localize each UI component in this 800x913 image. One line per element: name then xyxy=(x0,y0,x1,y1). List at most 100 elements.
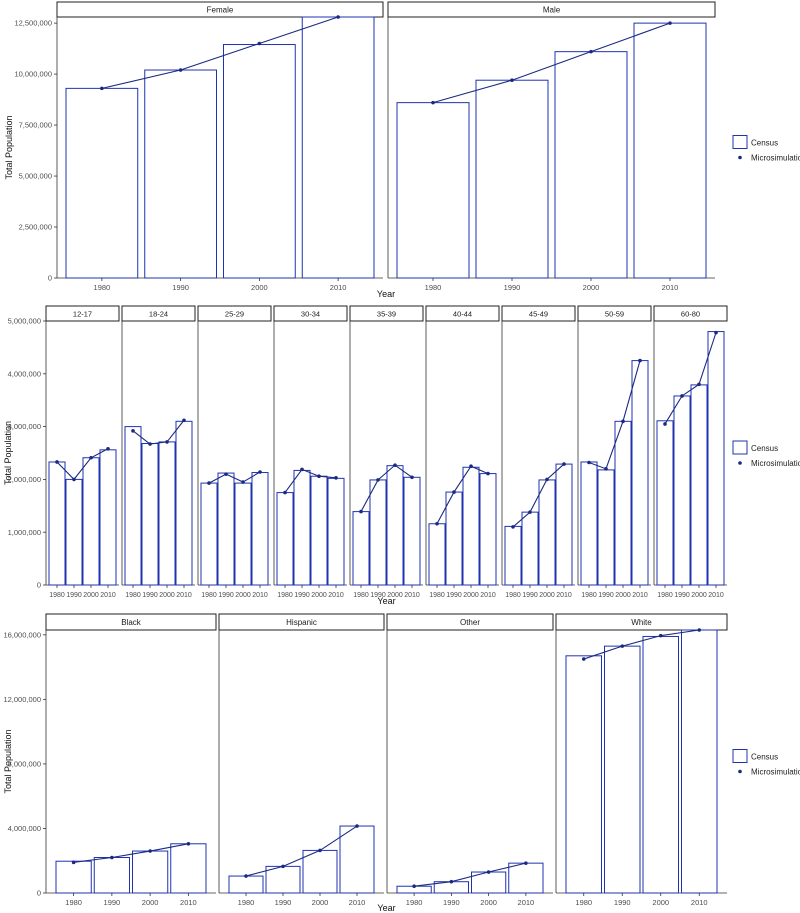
microsimulation-point xyxy=(393,463,397,467)
x-tick-label: 2000 xyxy=(83,592,99,599)
microsimulation-point xyxy=(697,628,702,632)
panel-strip xyxy=(197,305,272,322)
y-tick-label: 5,000,000 xyxy=(8,317,41,326)
microsimulation-point xyxy=(281,864,285,869)
census-bar xyxy=(141,442,159,586)
microsimulation-point xyxy=(283,490,287,495)
microsimulation-point xyxy=(589,49,593,54)
panel-strip xyxy=(218,613,385,631)
x-tick-label: 1990 xyxy=(294,592,310,599)
x-tick-label: 2000 xyxy=(387,592,403,599)
microsimulation-point xyxy=(528,510,532,514)
microsimulation-point xyxy=(355,824,359,828)
census-bar xyxy=(65,478,83,586)
panel-strip-label: 30-34 xyxy=(301,310,320,319)
x-tick-label: 1980 xyxy=(505,592,521,599)
x-tick-label: 1990 xyxy=(218,592,234,599)
y-tick-label: 12,000,000 xyxy=(3,695,41,704)
panel-hispanic: Hispanic 1980 1990 2000 2010 xyxy=(218,613,385,907)
microsimulation-point xyxy=(207,481,211,485)
microsimulation-point xyxy=(412,884,416,889)
panel-strip xyxy=(387,1,716,18)
microsimulation-point xyxy=(469,464,473,469)
census-bar xyxy=(642,635,679,894)
microsimulation-point xyxy=(587,460,591,465)
panel-female: Female 1980 1990 2000 2010 xyxy=(56,1,384,292)
y-tick-label: 0 xyxy=(48,274,52,283)
panel-strip xyxy=(555,613,728,631)
panel-45-49: 45-49 1980 1990 2000 2010 xyxy=(501,305,576,599)
microsimulation-point xyxy=(100,86,104,91)
census-bar xyxy=(565,655,602,894)
census-bar xyxy=(99,449,117,586)
census-bar xyxy=(428,523,446,586)
panel-strip-label: 12-17 xyxy=(73,310,92,319)
x-axis-title: Year xyxy=(377,596,395,606)
panel-strip-label: Female xyxy=(207,6,234,15)
microsimulation-point xyxy=(148,849,152,853)
microsimulation-point xyxy=(317,474,321,479)
census-bar xyxy=(170,843,207,894)
microsimulation-point xyxy=(452,490,456,494)
y-axis-title: Total Population xyxy=(3,421,13,485)
census-bar xyxy=(479,473,497,586)
microsimulation-line xyxy=(512,463,565,528)
panel-strip-label: 18-24 xyxy=(149,310,168,319)
legend-micro-swatch xyxy=(738,769,742,774)
x-tick-label: 2010 xyxy=(691,898,708,907)
microsimulation-point xyxy=(186,841,191,846)
panel-strip xyxy=(45,305,120,322)
x-tick-label: 2000 xyxy=(615,592,631,599)
census-bar xyxy=(158,441,176,586)
x-tick-label: 2010 xyxy=(480,592,496,599)
census-bar xyxy=(656,420,674,586)
microsimulation-point xyxy=(110,855,114,860)
census-bar xyxy=(633,22,707,279)
microsimulation-line xyxy=(101,16,339,89)
y-tick-label: 2,000,000 xyxy=(8,475,41,484)
x-tick-label: 2000 xyxy=(235,592,251,599)
x-tick-label: 2000 xyxy=(480,898,497,907)
microsimulation-line xyxy=(360,464,413,512)
x-tick-label: 1980 xyxy=(65,898,82,907)
census-bar xyxy=(690,384,708,586)
microsimulation-line xyxy=(588,360,641,470)
census-bar xyxy=(251,472,269,586)
panel-strip xyxy=(273,305,348,322)
x-tick-label: 2000 xyxy=(251,283,268,292)
census-bar xyxy=(521,511,539,586)
legend-micro-label: Microsimulation xyxy=(751,768,800,777)
census-bar xyxy=(217,472,235,586)
panel-white: White 1980 1990 2000 2010 xyxy=(555,613,728,907)
microsimulation-point xyxy=(486,870,491,874)
microsimulation-point xyxy=(431,100,435,105)
x-tick-label: 1990 xyxy=(370,592,386,599)
x-tick-label: 1980 xyxy=(238,898,255,907)
x-tick-label: 1980 xyxy=(49,592,65,599)
microsimulation-line xyxy=(208,471,261,484)
microsimulation-point xyxy=(680,394,684,398)
panel-strip xyxy=(121,305,196,322)
census-bar xyxy=(396,102,470,279)
microsimulation-point xyxy=(106,446,110,451)
legend-census-label: Census xyxy=(751,444,778,453)
x-tick-label: 1980 xyxy=(125,592,141,599)
census-bar xyxy=(302,849,338,894)
microsimulation-point xyxy=(524,861,528,865)
x-tick-label: 1990 xyxy=(275,898,292,907)
census-bar xyxy=(82,457,100,586)
y-tick-label: 4,000,000 xyxy=(8,369,41,378)
microsimulation-point xyxy=(224,472,228,476)
y-tick-label: 0 xyxy=(37,581,41,590)
panel-strip-label: Other xyxy=(460,618,480,627)
panel-strip xyxy=(56,1,384,18)
x-tick-label: 2010 xyxy=(252,592,268,599)
census-bar xyxy=(369,479,387,586)
x-tick-label: 1990 xyxy=(142,592,158,599)
legend-micro-label: Microsimulation xyxy=(751,154,800,163)
census-bar xyxy=(580,461,598,586)
census-bar xyxy=(554,51,628,279)
y-tick-label: 3,000,000 xyxy=(8,422,41,431)
panel-40-44: 40-44 1980 1990 2000 2010 xyxy=(425,305,500,599)
census-bar xyxy=(631,360,649,586)
